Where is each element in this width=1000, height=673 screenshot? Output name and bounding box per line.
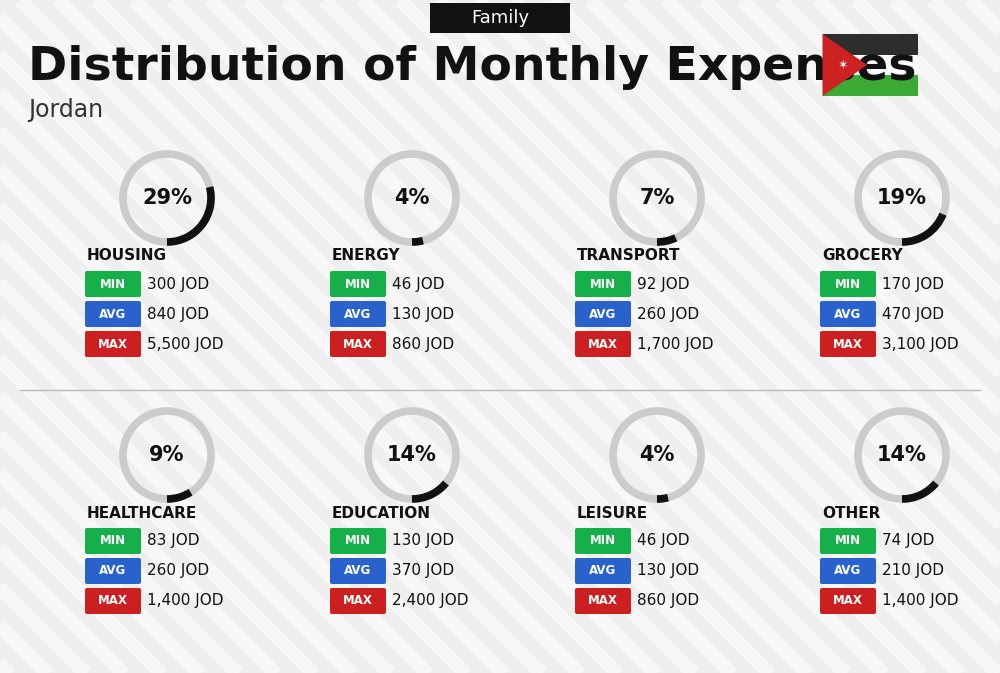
FancyBboxPatch shape xyxy=(330,588,386,614)
Text: MIN: MIN xyxy=(590,534,616,548)
Text: HEALTHCARE: HEALTHCARE xyxy=(87,505,197,520)
FancyBboxPatch shape xyxy=(575,558,631,584)
Polygon shape xyxy=(822,34,867,96)
Text: 470 JOD: 470 JOD xyxy=(882,306,944,322)
Text: MAX: MAX xyxy=(833,337,863,351)
Bar xyxy=(822,34,918,55)
Text: AVG: AVG xyxy=(344,565,372,577)
Text: 210 JOD: 210 JOD xyxy=(882,563,944,579)
Text: ENERGY: ENERGY xyxy=(332,248,400,264)
FancyBboxPatch shape xyxy=(85,528,141,554)
Text: LEISURE: LEISURE xyxy=(577,505,648,520)
Text: AVG: AVG xyxy=(834,308,862,320)
Text: 860 JOD: 860 JOD xyxy=(637,594,699,608)
Text: MAX: MAX xyxy=(588,337,618,351)
Text: 300 JOD: 300 JOD xyxy=(147,277,209,291)
Text: AVG: AVG xyxy=(99,308,127,320)
FancyBboxPatch shape xyxy=(575,331,631,357)
FancyBboxPatch shape xyxy=(820,528,876,554)
Text: MIN: MIN xyxy=(835,277,861,291)
FancyBboxPatch shape xyxy=(85,301,141,327)
Text: MAX: MAX xyxy=(833,594,863,608)
FancyBboxPatch shape xyxy=(330,558,386,584)
Text: 46 JOD: 46 JOD xyxy=(637,534,690,548)
FancyBboxPatch shape xyxy=(85,558,141,584)
Text: 92 JOD: 92 JOD xyxy=(637,277,690,291)
Text: MIN: MIN xyxy=(100,534,126,548)
FancyBboxPatch shape xyxy=(330,271,386,297)
Text: 2,400 JOD: 2,400 JOD xyxy=(392,594,468,608)
FancyBboxPatch shape xyxy=(820,588,876,614)
FancyBboxPatch shape xyxy=(820,271,876,297)
Text: 130 JOD: 130 JOD xyxy=(392,306,454,322)
FancyBboxPatch shape xyxy=(85,271,141,297)
Text: MAX: MAX xyxy=(588,594,618,608)
Text: OTHER: OTHER xyxy=(822,505,880,520)
Text: 260 JOD: 260 JOD xyxy=(147,563,209,579)
FancyBboxPatch shape xyxy=(575,271,631,297)
Text: GROCERY: GROCERY xyxy=(822,248,903,264)
Text: 46 JOD: 46 JOD xyxy=(392,277,444,291)
Text: AVG: AVG xyxy=(344,308,372,320)
Text: 4%: 4% xyxy=(394,188,430,208)
Text: ✶: ✶ xyxy=(838,59,848,71)
Text: MIN: MIN xyxy=(100,277,126,291)
Text: 7%: 7% xyxy=(639,188,675,208)
Text: MIN: MIN xyxy=(835,534,861,548)
Text: 83 JOD: 83 JOD xyxy=(147,534,200,548)
Text: 170 JOD: 170 JOD xyxy=(882,277,944,291)
Text: 370 JOD: 370 JOD xyxy=(392,563,454,579)
Bar xyxy=(822,55,918,75)
Text: 1,700 JOD: 1,700 JOD xyxy=(637,336,714,351)
Text: TRANSPORT: TRANSPORT xyxy=(577,248,680,264)
Text: 9%: 9% xyxy=(149,445,185,465)
Text: 4%: 4% xyxy=(639,445,675,465)
FancyBboxPatch shape xyxy=(820,331,876,357)
FancyBboxPatch shape xyxy=(575,528,631,554)
Text: 14%: 14% xyxy=(387,445,437,465)
FancyBboxPatch shape xyxy=(85,331,141,357)
Text: MIN: MIN xyxy=(345,534,371,548)
Text: Family: Family xyxy=(471,9,529,27)
Text: 5,500 JOD: 5,500 JOD xyxy=(147,336,224,351)
Bar xyxy=(822,75,918,96)
Text: 74 JOD: 74 JOD xyxy=(882,534,934,548)
Text: EDUCATION: EDUCATION xyxy=(332,505,431,520)
Text: 3,100 JOD: 3,100 JOD xyxy=(882,336,959,351)
Text: MAX: MAX xyxy=(343,594,373,608)
Text: AVG: AVG xyxy=(834,565,862,577)
Text: 29%: 29% xyxy=(142,188,192,208)
FancyBboxPatch shape xyxy=(85,588,141,614)
Text: MAX: MAX xyxy=(98,594,128,608)
FancyBboxPatch shape xyxy=(820,558,876,584)
Text: 840 JOD: 840 JOD xyxy=(147,306,209,322)
Text: MIN: MIN xyxy=(345,277,371,291)
FancyBboxPatch shape xyxy=(575,301,631,327)
Text: 1,400 JOD: 1,400 JOD xyxy=(882,594,958,608)
Text: 130 JOD: 130 JOD xyxy=(392,534,454,548)
Text: 260 JOD: 260 JOD xyxy=(637,306,699,322)
Text: 860 JOD: 860 JOD xyxy=(392,336,454,351)
Text: AVG: AVG xyxy=(99,565,127,577)
FancyBboxPatch shape xyxy=(820,301,876,327)
FancyBboxPatch shape xyxy=(575,588,631,614)
Text: MAX: MAX xyxy=(98,337,128,351)
Text: 1,400 JOD: 1,400 JOD xyxy=(147,594,224,608)
FancyBboxPatch shape xyxy=(330,301,386,327)
Text: 19%: 19% xyxy=(877,188,927,208)
Text: AVG: AVG xyxy=(589,308,617,320)
Text: Distribution of Monthly Expenses: Distribution of Monthly Expenses xyxy=(28,46,916,90)
Text: 14%: 14% xyxy=(877,445,927,465)
FancyBboxPatch shape xyxy=(330,528,386,554)
Text: Jordan: Jordan xyxy=(28,98,103,122)
FancyBboxPatch shape xyxy=(430,3,570,33)
Text: AVG: AVG xyxy=(589,565,617,577)
FancyBboxPatch shape xyxy=(330,331,386,357)
Text: MIN: MIN xyxy=(590,277,616,291)
Text: MAX: MAX xyxy=(343,337,373,351)
Text: 130 JOD: 130 JOD xyxy=(637,563,699,579)
Text: HOUSING: HOUSING xyxy=(87,248,167,264)
